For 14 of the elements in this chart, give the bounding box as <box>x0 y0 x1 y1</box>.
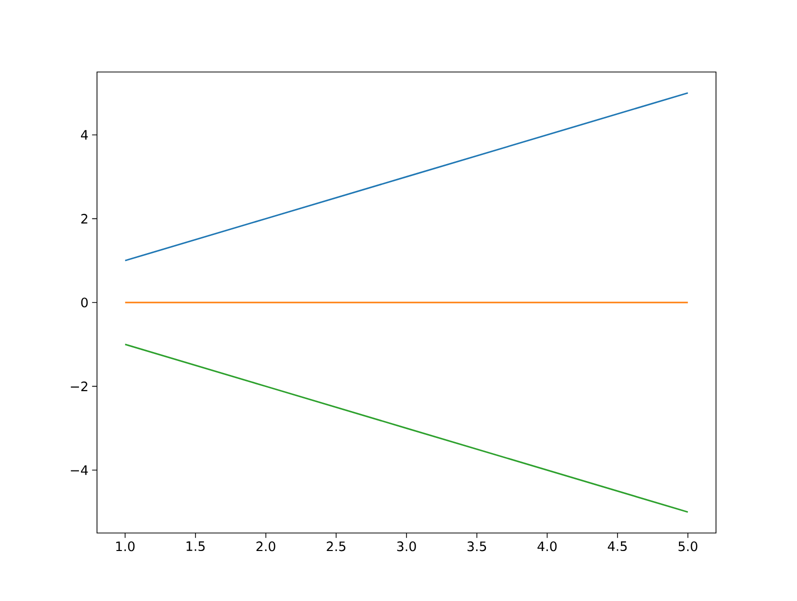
x-tick-label: 1.0 <box>116 541 135 552</box>
x-tick-label: 4.0 <box>538 541 557 552</box>
y-tick-label: −4 <box>70 465 88 475</box>
x-tick-label: 4.5 <box>608 541 627 552</box>
y-tick-label: 4 <box>80 130 88 140</box>
x-tick-label: 2.0 <box>256 541 276 552</box>
y-tick-label: 0 <box>81 298 88 308</box>
x-tick-label: 3.0 <box>397 541 416 552</box>
x-tick-label: 5.0 <box>678 541 698 552</box>
x-tick-label: 2.5 <box>326 541 346 552</box>
y-tick-label: 2 <box>81 214 88 224</box>
x-tick-label: 1.5 <box>186 541 205 552</box>
x-tick-label: 3.5 <box>468 541 486 552</box>
y-tick-label: −2 <box>70 382 88 392</box>
